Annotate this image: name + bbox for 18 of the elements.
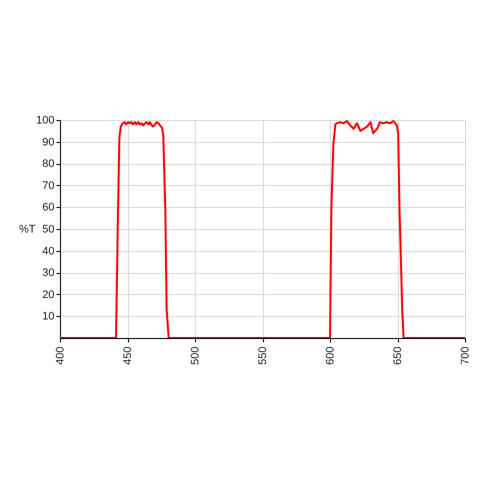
x-tick-label: 700 (460, 346, 472, 365)
y-tick-label: 10 (42, 310, 54, 323)
x-tick-label: 500 (190, 346, 202, 365)
x-tick-label: 550 (257, 346, 269, 365)
y-tick-label: 50 (42, 224, 54, 236)
y-tick-label: 40 (42, 245, 54, 258)
y-tick-label: 90 (42, 136, 54, 148)
x-tick-label: 650 (392, 346, 404, 365)
y-tick-label: 80 (42, 158, 54, 170)
y-tick-label: 70 (42, 180, 54, 192)
y-tick-label: 100 (36, 114, 54, 126)
y-axis-title: %T (19, 224, 36, 236)
y-tick-label: 30 (42, 267, 54, 280)
x-tick-label: 600 (324, 346, 336, 365)
x-tick-label: 450 (122, 346, 134, 365)
y-tick-label: 20 (42, 288, 54, 301)
x-tick-label: 400 (54, 346, 66, 365)
y-tick-label: 60 (42, 202, 54, 214)
